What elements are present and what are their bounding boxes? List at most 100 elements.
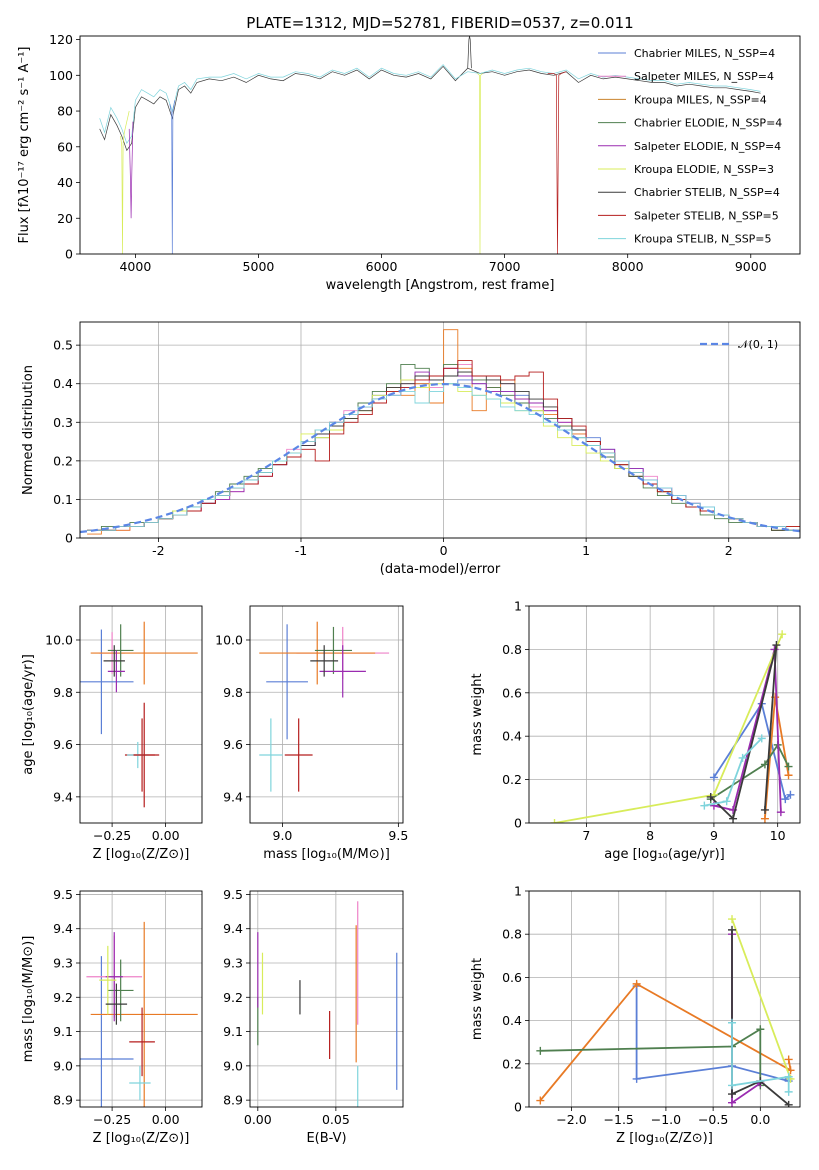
legend-label: Kroupa MILES, N_SSP=4	[634, 93, 767, 106]
residuals-frame	[79, 321, 801, 539]
y-tick-label: 9.3	[53, 956, 73, 971]
age-vs-mass-axes: 9.0 9.5 9.4 9.6 9.8 10.0 mass [log₁₀(M/M⊙)]	[215, 606, 408, 862]
weight-marker	[728, 915, 737, 924]
y-tick-label: 9.4	[53, 921, 73, 936]
y-tick-label: 0	[65, 247, 73, 262]
x-tick-label: 6000	[366, 259, 398, 274]
x-tick-label: −0.5	[698, 1112, 728, 1127]
y-tick-label: 0	[514, 1100, 522, 1115]
weight-vs-age-frame	[528, 605, 801, 824]
age-vs-z-plot-area	[80, 621, 198, 808]
legend-label: Chabrier ELODIE, N_SSP=4	[634, 117, 782, 130]
x-tick-label: 0.00	[152, 828, 180, 843]
y-tick-label: 9.4	[223, 921, 243, 936]
x-tick-label: 0.05	[322, 1112, 350, 1127]
x-tick-label: 8000	[612, 259, 644, 274]
weight-marker	[722, 797, 731, 806]
spectrum-line-kroupa_elodie	[477, 73, 483, 254]
y-tick-label: 9.8	[223, 685, 243, 700]
weight-marker	[536, 1046, 545, 1055]
weight-marker	[728, 1090, 737, 1099]
y-tick-label: 40	[57, 175, 73, 190]
mass-vs-ebv-frame	[249, 890, 404, 1108]
y-tick-label: 9.4	[223, 789, 243, 804]
weight-line-chabrier_miles	[635, 986, 790, 1083]
spectrum-axes: 4000 5000 6000 7000 8000 9000 0 20 40 60 80 100 120 w…	[17, 32, 767, 293]
y-tick-label: 9.1	[223, 1024, 243, 1039]
weight-marker	[784, 771, 793, 780]
weight-marker	[709, 773, 718, 782]
x-axis-label: age [log₁₀(age/yr)]	[604, 847, 725, 862]
weight-marker	[778, 630, 787, 639]
x-axis-label: E(B-V)	[306, 1131, 346, 1146]
x-tick-label: −2.0	[556, 1112, 586, 1127]
y-tick-label: 0.8	[502, 642, 522, 657]
x-tick-label: 9000	[735, 259, 767, 274]
y-tick-label: 9.2	[223, 990, 243, 1005]
legend-label: Salpeter STELIB, N_SSP=5	[634, 209, 779, 222]
y-tick-label: 9.3	[223, 956, 243, 971]
weight-marker	[784, 1087, 793, 1096]
y-tick-label: 9.0	[53, 1058, 73, 1073]
x-axis-label: wavelength [Angstrom, rest frame]	[326, 278, 555, 293]
y-tick-label: 9.6	[53, 737, 73, 752]
y-tick-label: 0	[514, 816, 522, 831]
y-tick-label: 9.6	[223, 737, 243, 752]
weight-line-orange	[539, 982, 792, 1102]
x-tick-label: 7000	[489, 259, 521, 274]
age-vs-mass-plot-area	[259, 621, 390, 792]
weight-marker	[728, 1081, 737, 1090]
weight-marker	[757, 734, 766, 743]
weight-line-kroupa_stelib	[704, 737, 763, 807]
weight-vs-z-plot-area	[536, 915, 795, 1107]
x-tick-label: 9.5	[388, 828, 408, 843]
weight-vs-z-frame	[528, 890, 801, 1108]
y-tick-label: 120	[49, 32, 73, 47]
y-axis-label: Normed distribution	[21, 365, 36, 495]
y-tick-label: 1	[514, 884, 522, 899]
mass-vs-ebv-plot-area	[257, 901, 398, 1107]
y-tick-label: 60	[57, 139, 73, 154]
weight-line-kroupa_elodie	[554, 633, 783, 823]
y-tick-label: 0.1	[53, 492, 73, 507]
weight-marker	[784, 1100, 793, 1107]
x-tick-label: -2	[152, 543, 164, 558]
x-tick-label: 4000	[119, 259, 151, 274]
weight-marker	[784, 1055, 793, 1064]
x-axis-label: Z [log₁₀(Z/Z⊙)]	[93, 847, 190, 862]
weight-vs-age-plot-area	[550, 630, 795, 823]
y-tick-label: 20	[57, 211, 73, 226]
weight-marker	[729, 814, 738, 823]
y-tick-label: 0.4	[502, 1013, 522, 1028]
x-tick-label: 7	[582, 828, 590, 843]
y-tick-label: 9.2	[53, 990, 73, 1005]
y-tick-label: 80	[57, 104, 73, 119]
x-tick-label: 9.0	[273, 828, 293, 843]
x-tick-label: 1	[582, 543, 590, 558]
spectrum-plot-area	[99, 36, 761, 254]
weight-marker	[760, 814, 769, 823]
y-tick-label: 0.2	[502, 1056, 522, 1071]
weight-line-chabrier_stelib	[710, 644, 778, 821]
y-tick-label: 10.0	[215, 632, 243, 647]
y-tick-label: 9.5	[53, 887, 73, 902]
weight-marker	[632, 1074, 641, 1083]
x-tick-label: 5000	[243, 259, 275, 274]
y-axis-label: mass [log₁₀(M/M⊙)]	[21, 936, 36, 1063]
y-tick-label: 0	[65, 531, 73, 546]
legend-label: Kroupa ELODIE, N_SSP=3	[634, 163, 774, 176]
spectrum-line-salpeter_stelib	[547, 71, 567, 254]
x-axis-label: Z [log₁₀(Z/Z⊙)]	[93, 1131, 190, 1146]
legend-label: Kroupa STELIB, N_SSP=5	[634, 233, 772, 246]
spectrum-line-kroupa_elodie	[120, 110, 130, 254]
weight-marker	[784, 1072, 793, 1081]
y-tick-label: 0.4	[53, 376, 73, 391]
weight-marker	[728, 1018, 737, 1027]
chart-title: PLATE=1312, MJD=52781, FIBERID=0537, z=0…	[246, 14, 633, 32]
y-tick-label: 9.0	[223, 1058, 243, 1073]
x-tick-label: 10	[770, 828, 786, 843]
weight-line-salpeter_elodie	[713, 649, 782, 813]
legend-label: Salpeter MILES, N_SSP=4	[634, 70, 774, 83]
y-tick-label: 0.2	[53, 453, 73, 468]
weight-marker	[632, 979, 641, 988]
